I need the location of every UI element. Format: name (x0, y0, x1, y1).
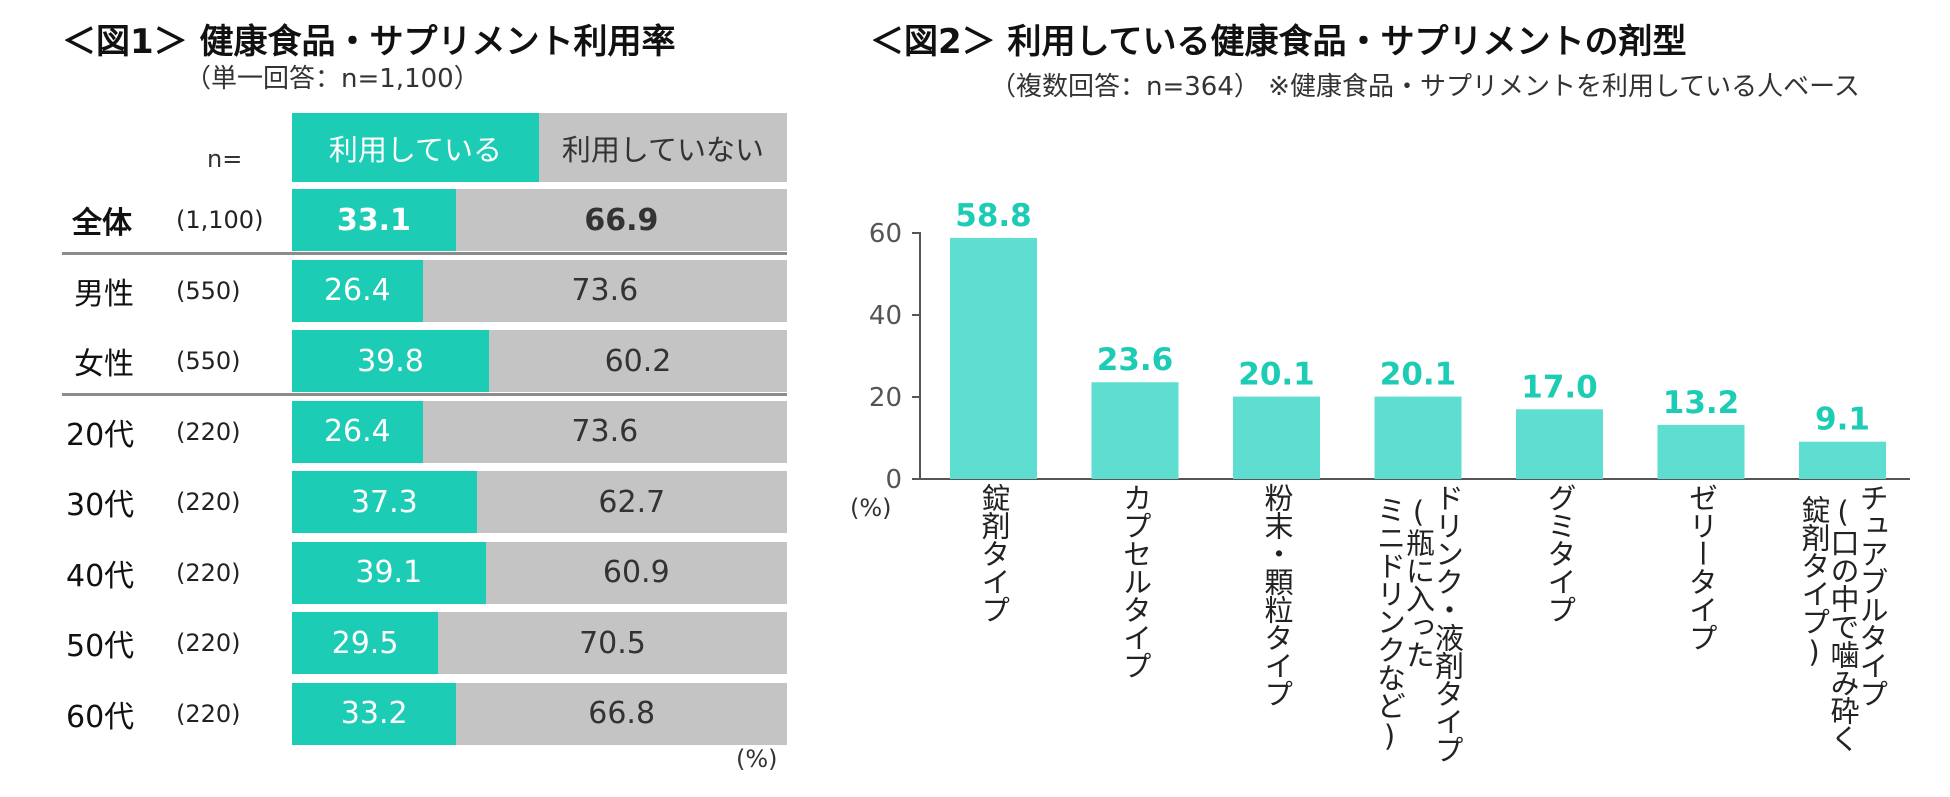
fig2-category-label: ドリンク・液剤タイプ (1430, 483, 1465, 763)
fig1-value-use: 26.4 (323, 414, 391, 449)
fig1-subtitle: （単一回答：n=1,100） (185, 64, 480, 94)
fig2-category-label: (口の中で噛み砕く (1826, 495, 1860, 752)
fig1-value-nouse: 60.9 (602, 555, 670, 590)
fig1-value-nouse: 73.6 (571, 273, 639, 308)
fig1-bar-nouse: 33.2 66.8 (292, 682, 787, 745)
fig1-bar-nouse: 37.3 62.7 (292, 471, 787, 533)
fig2-bar (1233, 396, 1320, 479)
fig2-bar (1091, 382, 1179, 479)
fig2-y-tick-label: 60 (869, 219, 902, 249)
fig1-legend-nouse: 利用していない (539, 113, 787, 182)
fig1-value-nouse: 70.5 (579, 625, 646, 661)
fig2-category-label: カプセルタイプ (1118, 483, 1153, 679)
fig1-row: 男性 (550) 26.4 73.6 (0, 259, 787, 322)
fig2-bar (1799, 441, 1886, 479)
fig2-value-label: 20.1 (1380, 357, 1457, 393)
fig1-row: 60代 (220) 33.2 66.8 (0, 682, 787, 745)
fig2-category-label: 粉末・顆粒タイプ (1260, 483, 1294, 707)
fig1-category-label: 30代 (66, 488, 135, 523)
fig1-bar-use (292, 541, 486, 604)
fig1-value-use: 26.4 (323, 273, 391, 308)
fig1-n-label: (1,100) (176, 206, 264, 234)
fig2-category-label: (瓶に入った (1401, 495, 1436, 668)
fig1-bar-use (292, 471, 477, 533)
fig1-value-nouse: 66.8 (588, 696, 656, 731)
fig1-bar-use (292, 612, 439, 674)
fig1-n-label: (220) (176, 417, 241, 446)
fig1-category-label: 男性 (74, 276, 134, 312)
fig1-n-label: (220) (176, 699, 241, 728)
fig1-row: 女性 (550) 39.8 60.2 (0, 330, 787, 392)
fig2-value-label: 23.6 (1097, 342, 1174, 378)
fig1-value-use: 33.2 (340, 696, 408, 731)
fig1-n-label: (550) (176, 276, 241, 305)
fig2-category-label: チュアブルタイプ (1855, 483, 1889, 707)
fig1-row: 50代 (220) 29.5 70.5 (0, 612, 787, 674)
fig2-subtitle: （複数回答：n=364） ※健康食品・サプリメントを利用している人ベース (990, 72, 1860, 102)
fig1-value-use: 29.5 (331, 625, 399, 661)
fig2-title: ＜図2＞ 利用している健康食品・サプリメントの剤型 (870, 22, 1687, 62)
fig2-value-label: 58.8 (955, 198, 1032, 234)
fig1-separator-total (62, 252, 787, 255)
fig1-category-label: 40代 (66, 558, 135, 594)
fig1-category-label: 女性 (74, 347, 134, 382)
fig1-n-label: (220) (176, 488, 241, 516)
fig1-row: 20代 (220) 26.4 73.6 (0, 400, 787, 463)
fig1-title: ＜図1＞ 健康食品・サプリメント利用率 (62, 22, 676, 62)
fig1-bar-nouse: 33.1 66.9 (292, 189, 787, 251)
fig2-value-label: 17.0 (1521, 369, 1598, 405)
fig1-category-label: 20代 (66, 417, 135, 453)
fig2-category-label: 錠剤タイプ (977, 483, 1011, 623)
fig1-value-use: 37.3 (350, 484, 418, 520)
fig1-bar-use (292, 330, 489, 392)
fig2-bar-chart: 0 20 40 60 (%) 58.8 23.6 20.1 20.1 17.0 13.2 9.1 (850, 198, 1910, 522)
fig1-bar-use (292, 400, 423, 463)
fig1-n-label: (220) (176, 629, 241, 657)
fig2-unit: (%) (850, 494, 892, 522)
fig1-value-nouse: 66.9 (584, 202, 659, 238)
fig1-bar-nouse: 29.5 70.5 (292, 612, 787, 674)
fig1-value-use: 39.1 (355, 555, 423, 590)
fig2-bar (1374, 396, 1462, 479)
fig2-value-label: 13.2 (1663, 385, 1740, 421)
fig1-bar-use (292, 682, 457, 745)
fig1-row: 全体 (1,100) 33.1 66.9 (0, 189, 787, 251)
fig1-category-label: 全体 (72, 206, 132, 241)
fig2-category-label: 錠剤タイプ) (1797, 495, 1831, 668)
fig2-category-label: グミタイプ (1543, 483, 1577, 623)
fig1-value-nouse: 60.2 (604, 343, 672, 379)
fig1-category-label: 50代 (66, 629, 135, 664)
fig1-value-nouse: 73.6 (571, 414, 639, 449)
fig2-category-label: ミニドリンクなど) (1372, 495, 1407, 752)
fig1-value-use: 39.8 (357, 343, 424, 379)
fig1-n-header: n= (207, 145, 243, 173)
fig1-bar-nouse: 26.4 73.6 (292, 400, 787, 463)
fig1-bar-nouse: 39.8 60.2 (292, 330, 787, 392)
fig2-bar (950, 237, 1037, 479)
fig2-bar (1516, 409, 1603, 479)
fig2-category-label: ゼリータイプ (1684, 483, 1719, 651)
fig1-n-label: (550) (176, 347, 241, 375)
fig1-bar-use (292, 189, 456, 251)
fig1-row: 30代 (220) 37.3 62.7 (0, 471, 787, 533)
fig2-y-tick-label: 20 (869, 383, 902, 413)
fig1-separator-gender (62, 393, 787, 396)
fig2-y-tick-label: 0 (885, 465, 902, 495)
fig2-value-label: 9.1 (1815, 402, 1870, 438)
fig2-bar (1657, 424, 1745, 479)
fig2-value-label: 20.1 (1238, 357, 1315, 393)
fig1-legend-use: 利用している (292, 113, 539, 182)
fig1-bar-nouse: 26.4 73.6 (292, 259, 787, 322)
fig1-bar-nouse: 39.1 60.9 (292, 541, 787, 604)
fig1-row: 40代 (220) 39.1 60.9 (0, 541, 787, 604)
fig1-category-label: 60代 (66, 699, 135, 735)
fig1-bar-use (292, 259, 423, 322)
fig1-n-label: (220) (176, 558, 241, 587)
fig1-value-nouse: 62.7 (598, 484, 666, 520)
fig1-unit: (%) (736, 745, 778, 773)
fig1-value-use: 33.1 (336, 202, 411, 238)
fig2-y-tick-label: 40 (869, 301, 902, 331)
